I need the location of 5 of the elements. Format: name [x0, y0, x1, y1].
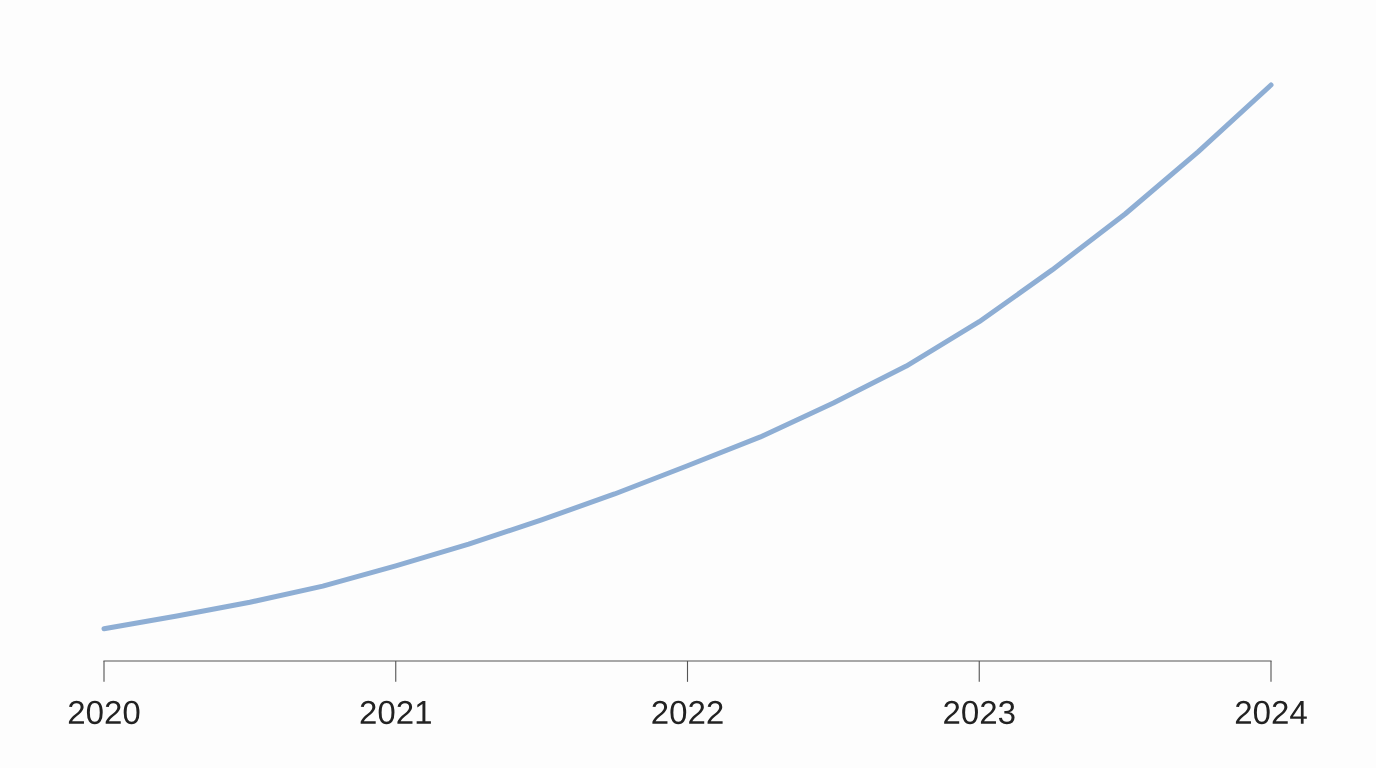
x-tick-label: 2021 [360, 700, 431, 725]
x-tick-label: 2023 [944, 700, 1015, 725]
x-tick-label: 2020 [68, 700, 140, 725]
x-tick-label: 2022 [652, 700, 723, 725]
x-tick-label: 2024 [1235, 700, 1307, 725]
